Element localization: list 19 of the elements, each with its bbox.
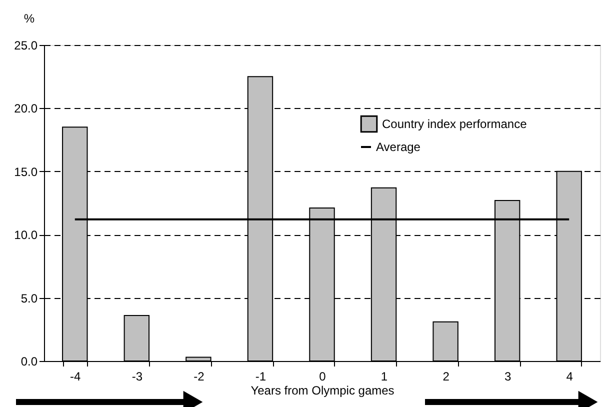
x-tick-label: 0: [319, 370, 326, 384]
x-tick-label: 2: [442, 370, 450, 384]
x-tick-label: -4: [70, 370, 82, 384]
x-tick-label: 3: [504, 370, 512, 384]
y-tick-label: 20.0: [14, 102, 38, 116]
y-tick-label: 10.0: [14, 228, 38, 242]
y-axis-title: %: [24, 12, 35, 26]
x-tick-label: 1: [380, 370, 388, 384]
y-tick-label: 15.0: [14, 164, 38, 179]
x-tick-label: -2: [194, 370, 205, 384]
legend-label: Average: [376, 140, 421, 154]
y-tick-label: 0.0: [20, 354, 38, 368]
x-tick-label: -3: [132, 370, 143, 384]
x-tick-label: 4: [566, 370, 574, 384]
x-axis-title: Years from Olympic games: [250, 384, 394, 398]
y-tick-label: 25.0: [14, 38, 38, 52]
legend-label: Country index performance: [382, 117, 528, 131]
x-tick-label: -1: [255, 370, 266, 384]
y-tick-label: 5.0: [20, 291, 38, 306]
